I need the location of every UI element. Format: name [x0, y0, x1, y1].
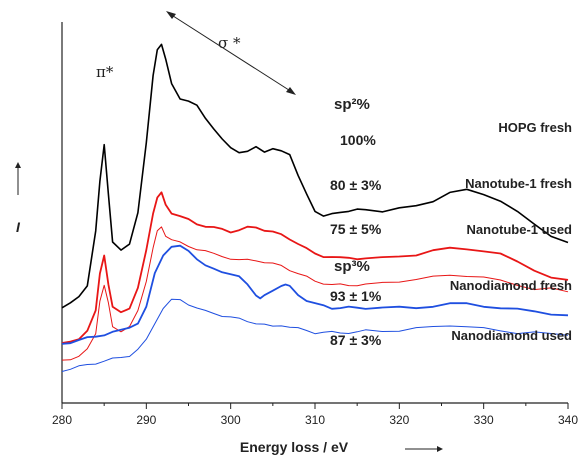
hopg-fresh-percent: 100%	[340, 132, 376, 148]
nanodiamond-used-percent: 87 ± 3%	[330, 332, 382, 348]
x-tick-label: 300	[221, 413, 241, 427]
series-line-nanodiamond-used	[61, 298, 569, 372]
x-axis-title: Energy loss / eV	[240, 439, 349, 455]
x-ticks: 280 290 300 310 320 330 340	[52, 403, 578, 427]
series-line-nanodiamond-fresh	[61, 244, 569, 345]
nanodiamond-fresh-label: Nanodiamond fresh	[450, 278, 572, 293]
sp3-header: sp³%	[334, 258, 370, 275]
hopg-fresh-label: HOPG fresh	[498, 120, 572, 135]
x-tick-label: 310	[305, 413, 325, 427]
y-axis-title: I	[16, 219, 21, 235]
y-axis-arrow	[15, 162, 21, 195]
series-lines	[61, 43, 569, 372]
nanotube-used-percent: 75 ± 5%	[330, 221, 382, 237]
series-line-hopg-fresh	[61, 43, 569, 309]
x-tick-label: 340	[558, 413, 578, 427]
x-tick-label: 290	[136, 413, 156, 427]
sigma-star-arrow	[166, 11, 296, 95]
nanotube-used-label: Nanotube-1 used	[467, 222, 573, 237]
nanotube-fresh-percent: 80 ± 3%	[330, 177, 382, 193]
nanodiamond-used-label: Nanodiamond used	[451, 328, 572, 343]
nanodiamond-fresh-percent: 93 ± 1%	[330, 288, 382, 304]
x-tick-label: 280	[52, 413, 72, 427]
pi-star-label: π*	[96, 63, 114, 81]
sp2-header: sp²%	[334, 96, 370, 113]
x-tick-label: 320	[389, 413, 409, 427]
series-line-nanotube-1-fresh	[61, 191, 569, 344]
nanotube-fresh-label: Nanotube-1 fresh	[465, 176, 572, 191]
x-axis-arrow	[405, 446, 443, 452]
sigma-star-label: σ *	[218, 34, 241, 52]
x-tick-label: 330	[474, 413, 494, 427]
